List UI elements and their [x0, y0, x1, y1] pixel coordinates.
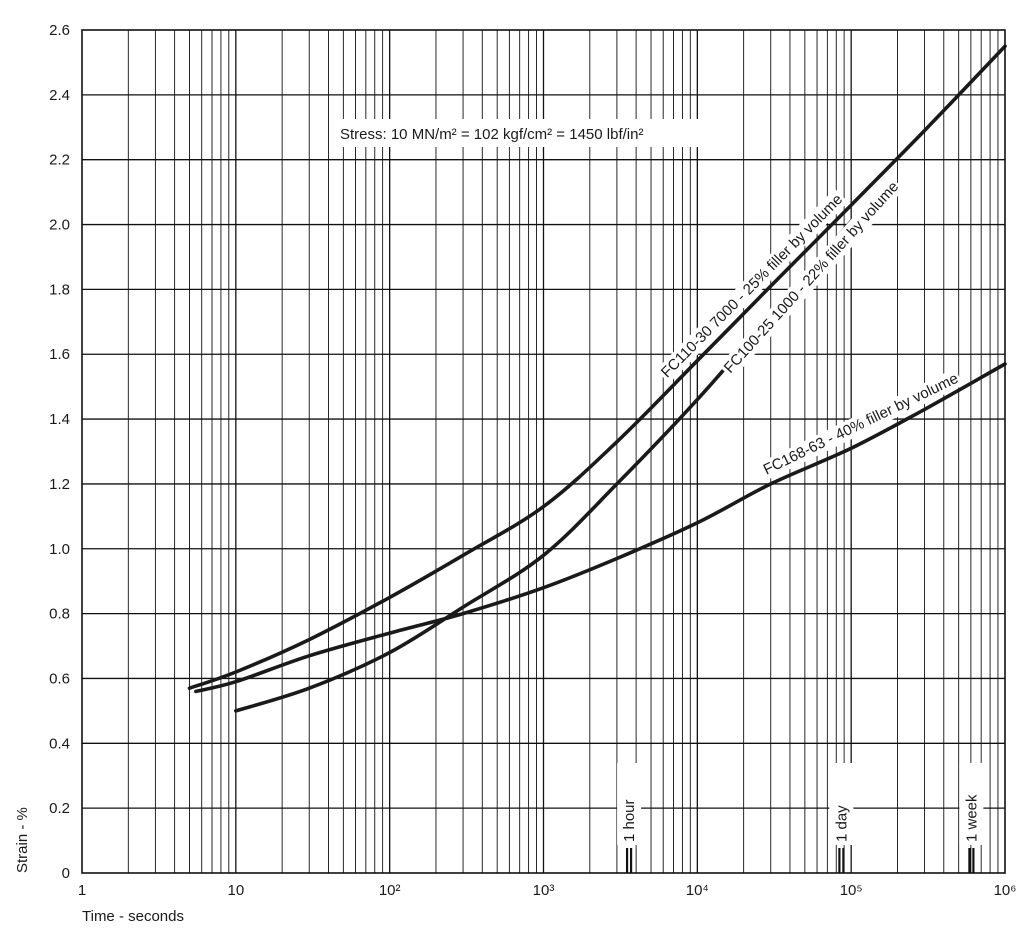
y-tick-label: 1.8 — [49, 281, 70, 298]
y-tick-label: 2.0 — [49, 217, 70, 234]
y-tick-label: 2.4 — [49, 87, 70, 104]
x-tick-label: 10³ — [533, 882, 555, 899]
time-marker-1-hour-bg — [617, 763, 642, 845]
series-fc100-25-label-bg — [718, 176, 905, 379]
y-tick-label: 1.6 — [49, 346, 70, 363]
series-fc168-63-label-group: FC168-63 - 40% filler by volume — [758, 368, 964, 481]
x-tick-label: 10² — [379, 882, 401, 899]
y-axis-title: Strain - % — [14, 807, 31, 873]
time-marker-1-week-bg — [959, 763, 984, 845]
grid — [82, 30, 1005, 873]
series-labels: FC110-30 7000 - 25% filler by volumeFC10… — [655, 176, 964, 481]
series-fc168-63-curve — [194, 362, 1007, 694]
y-tick-label: 0.2 — [49, 800, 70, 817]
x-tick-label: 1 — [78, 882, 86, 899]
y-tick-label: 1.0 — [49, 541, 70, 558]
x-tick-label: 10⁶ — [994, 882, 1017, 899]
y-tick-label: 0.6 — [49, 670, 70, 687]
plot-frame — [81, 29, 1006, 874]
x-axis-title: Time - seconds — [82, 908, 184, 925]
y-tick-labels: 0 0.2 0.4 0.6 0.8 1.0 1.2 1.4 1.6 1.8 2.0 2.2 2.4 2.6 — [49, 22, 70, 882]
time-marker-1-day-bg — [829, 763, 854, 845]
y-tick-label: 0 — [62, 865, 70, 882]
x-tick-labels: 1 10 10² 10³ 10⁴ 10⁵ 10⁶ — [78, 882, 1017, 899]
series-fc168-63-label: FC168-63 - 40% filler by volume — [761, 370, 961, 479]
y-tick-label: 1.2 — [49, 476, 70, 493]
y-tick-label: 2.6 — [49, 22, 70, 39]
y-tick-label: 0.4 — [49, 735, 70, 752]
series-fc168-63-label-bg — [758, 368, 964, 481]
x-tick-label: 10⁴ — [686, 882, 709, 899]
time-marker-1-hour-label: 1 hour — [621, 799, 638, 842]
stress-annotation: Stress: 10 MN/m² = 102 kgf/cm² = 1450 lb… — [340, 126, 643, 143]
y-tick-label: 0.8 — [49, 606, 70, 623]
x-tick-label: 10⁵ — [840, 882, 863, 899]
time-marker-1-day-label: 1 day — [833, 805, 850, 842]
time-markers: 1 hour 1 day 1 week — [617, 763, 984, 873]
x-tick-label: 10 — [227, 882, 244, 899]
series-fc100-25-label-group: FC100-25 1000 - 22% filler by volume — [718, 176, 905, 379]
time-marker-1-week-label: 1 week — [963, 794, 980, 842]
series-fc110-30-label-bg — [655, 188, 849, 384]
series-fc110-30-curve — [187, 44, 1007, 690]
y-tick-label: 1.4 — [49, 411, 70, 428]
stress-annotation-bg — [334, 119, 734, 147]
y-tick-label: 2.2 — [49, 152, 70, 169]
